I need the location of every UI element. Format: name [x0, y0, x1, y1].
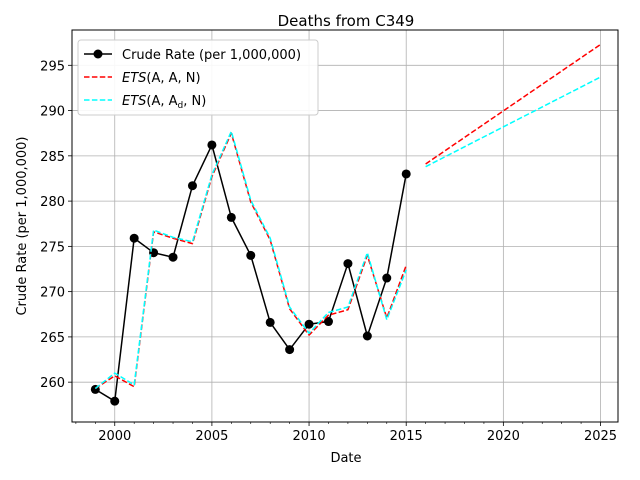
data-point [343, 259, 353, 269]
data-point [168, 252, 178, 262]
data-point [265, 317, 275, 327]
y-tick-label: 275 [40, 240, 65, 255]
data-point [246, 250, 256, 260]
y-axis-label: Crude Rate (per 1,000,000) [15, 136, 30, 315]
legend-marker-observed [93, 49, 103, 59]
y-tick-label: 290 [40, 105, 65, 120]
x-tick-label: 2000 [98, 429, 131, 444]
series-layer [90, 43, 601, 406]
series-line-ets-aadn-fit [94, 130, 407, 390]
legend: Crude Rate (per 1,000,000) ETS(A, A, N) … [77, 39, 319, 116]
legend-ets-aan-args: (A, A, N) [146, 71, 200, 86]
x-tick-label: 2015 [390, 429, 423, 444]
data-point [129, 233, 139, 243]
series-line-ets-aadn-forecast [425, 76, 601, 168]
legend-ets-aadn-pre: (A, A [146, 94, 177, 109]
chart-title: Deaths from C349 [278, 12, 415, 30]
legend-ets-aan-base: ETS [122, 71, 146, 86]
data-point [401, 169, 411, 179]
legend-label-ets-aan: ETS(A, A, N) [122, 71, 201, 86]
series-line-ets-aan-fit [94, 132, 407, 390]
data-point [323, 317, 333, 327]
data-point [362, 331, 372, 341]
x-tick-label: 2020 [487, 429, 520, 444]
data-point [207, 140, 217, 150]
plot-frame [71, 29, 619, 423]
data-point [382, 273, 392, 283]
data-point [304, 319, 314, 329]
data-point [187, 181, 197, 191]
x-axis-label: Date [330, 451, 361, 466]
legend-ets-aadn-sub: d [178, 101, 184, 111]
x-tick-label: 2005 [195, 429, 228, 444]
x-tick-label: 2010 [293, 429, 326, 444]
y-tick-label: 280 [40, 195, 65, 210]
y-tick-label: 270 [40, 286, 65, 301]
y-tick-label: 285 [40, 150, 65, 165]
series-line-ets-aan-forecast [425, 43, 601, 165]
legend-label-ets-aadn: ETS(A, Ad, N) [122, 94, 206, 111]
data-point [110, 396, 120, 406]
legend-label-observed: Crude Rate (per 1,000,000) [122, 48, 301, 63]
y-tick-label: 295 [40, 59, 65, 74]
legend-ets-aadn-post: , N) [183, 94, 206, 109]
y-tick-label: 260 [40, 376, 65, 391]
legend-box [77, 39, 319, 116]
x-tick-label: 2025 [584, 429, 617, 444]
legend-ets-aadn-base: ETS [122, 94, 146, 109]
data-point [226, 212, 236, 222]
y-tick-label: 265 [40, 331, 65, 346]
axis-ticks: 2000 2005 2010 2015 2020 2025 260 265 270 275 280 2… [40, 59, 617, 444]
data-point [285, 345, 295, 355]
